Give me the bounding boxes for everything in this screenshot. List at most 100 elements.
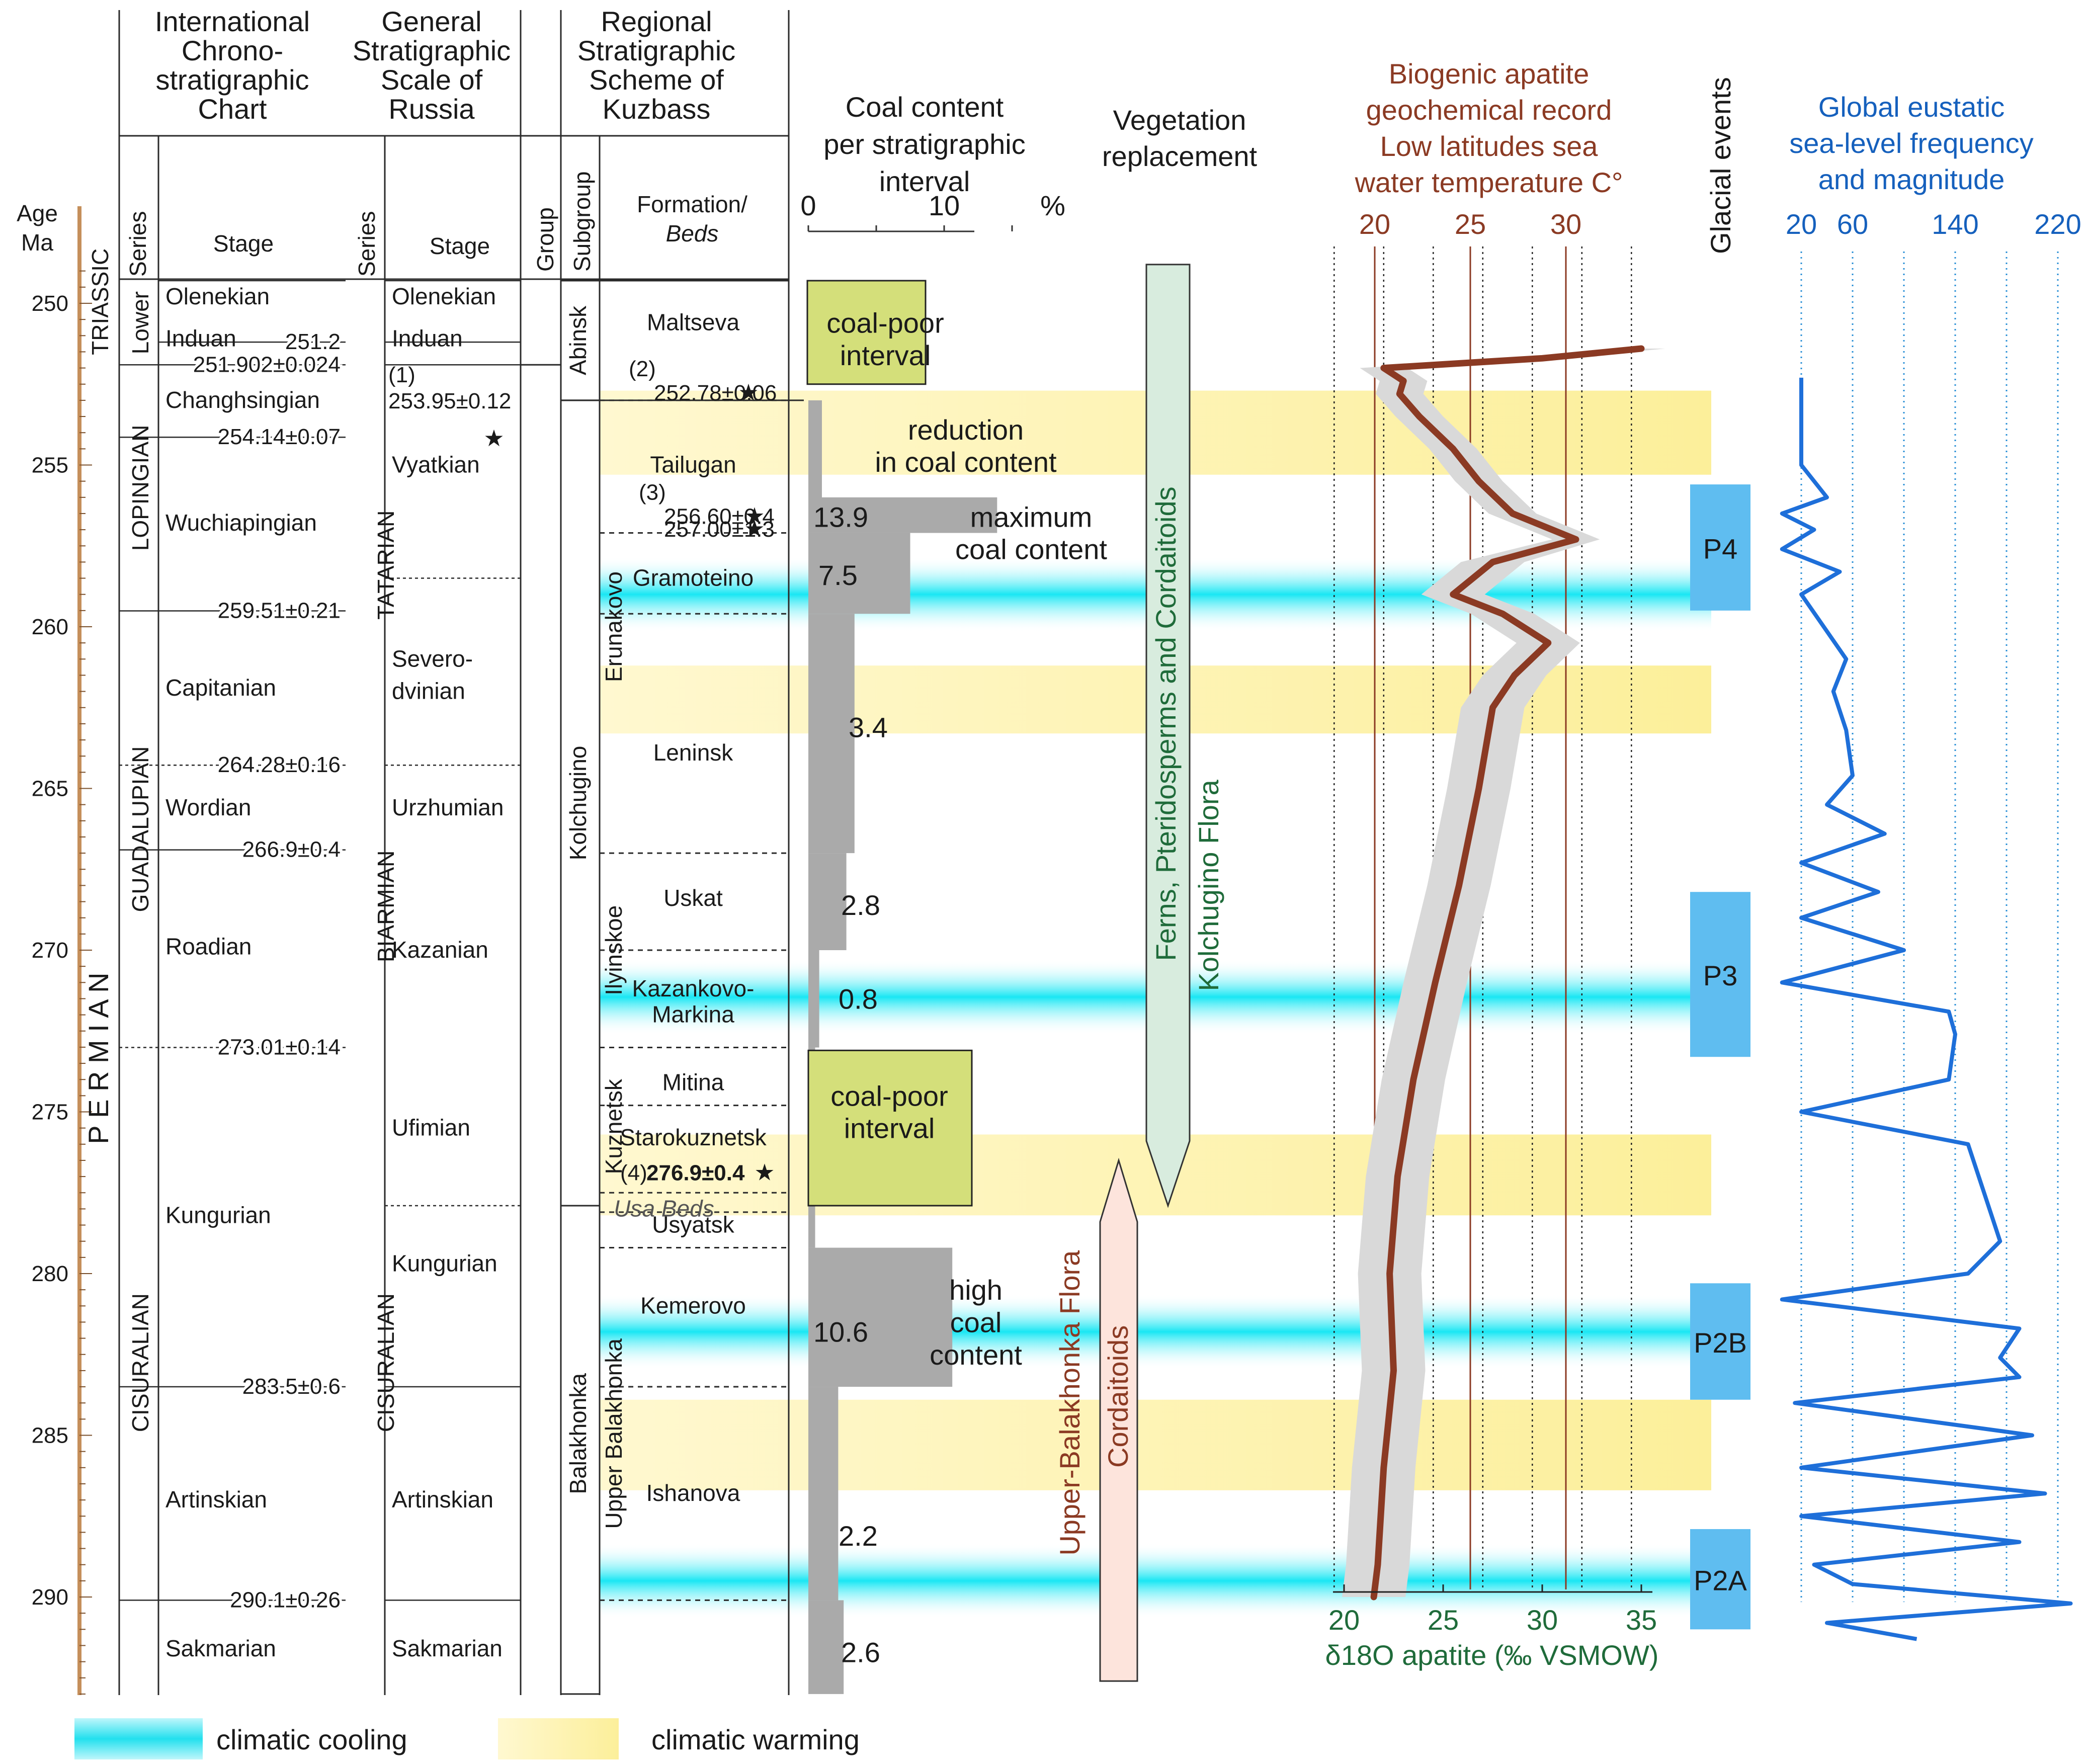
formation-name: Starokuznetsk: [620, 1124, 767, 1150]
d18o-axis-tick-label: 20: [1328, 1604, 1360, 1636]
age-tick-label: 280: [32, 1262, 68, 1286]
coal-bar-label: 2.2: [839, 1520, 878, 1552]
warming-band: [600, 1399, 1711, 1490]
gss-stage-name: Olenekian: [392, 283, 496, 309]
gss-stage-name: Severo-: [392, 645, 473, 671]
subgroup-name: Kuznetsk: [601, 1078, 627, 1174]
gss-series-name: CISURALIAN: [373, 1293, 399, 1432]
age-label: Age: [17, 200, 58, 226]
formation-name: Markina: [652, 1001, 734, 1028]
ics-stage-name: Wuchiapingian: [165, 510, 317, 536]
formation-name: Uskat: [663, 885, 723, 911]
d18o-axis-tick-label: 30: [1527, 1604, 1558, 1636]
coal-axis-tick-label: 10: [929, 190, 960, 221]
formation-name: Leninsk: [653, 739, 734, 766]
group-label: Group: [532, 207, 558, 272]
ics-stage-name: Sakmarian: [165, 1635, 276, 1661]
date-label: 256.60±0.4: [664, 504, 775, 529]
subgroup-label: Subgroup: [569, 172, 595, 272]
dynamic-labels: 250 255 260 265 270 275 280 285 290 TRIASSIC P E R…: [32, 248, 777, 1661]
coal-bar-label: 0.8: [839, 983, 878, 1015]
temp-tick-label: 20: [1359, 208, 1390, 240]
formation-name: Kemerovo: [640, 1292, 746, 1318]
coal-axis-tick-label: 0: [800, 190, 816, 221]
veg-upper-label-1: Ferns, Pteridosperms and Cordaitoids: [1150, 486, 1182, 961]
system-triassic: TRIASSIC: [87, 248, 113, 355]
glacial-box: [1690, 1283, 1750, 1400]
ics-stage-name: Kungurian: [165, 1202, 271, 1228]
age-tick-label: 290: [32, 1585, 68, 1610]
coal-note: in coal content: [875, 446, 1057, 478]
coal-poor-box: [807, 1049, 973, 1207]
formation-name: Tailugan: [650, 452, 736, 478]
date-star-icon: ★: [744, 502, 765, 529]
gss-series-label: Series: [354, 211, 380, 277]
date-star-icon: ★: [483, 425, 504, 451]
glacial-label: P2A: [1694, 1565, 1747, 1597]
glacial-label: P4: [1703, 533, 1738, 564]
coal-note: high: [949, 1274, 1003, 1306]
group-name: Balakhonka: [565, 1373, 591, 1494]
veg-lower-label-1: Upper-Balakhonka Flora: [1054, 1250, 1086, 1556]
coal-bar: [808, 1600, 844, 1694]
coal-bar: [808, 1247, 953, 1387]
date-ref: (2): [629, 357, 656, 381]
ics-series-label: Series: [125, 211, 151, 277]
subgroup-name: Ilyinskoe: [601, 905, 627, 995]
age-tick-label: 255: [32, 453, 68, 478]
date-star-icon: ★: [754, 1159, 775, 1186]
d18o-axis-tick-label: 25: [1428, 1604, 1459, 1636]
ics-series-name: Lower: [127, 291, 153, 354]
headers: International Chrono-stratigraphic Chart G…: [17, 6, 2034, 277]
ics-stage-name: Wordian: [165, 794, 251, 820]
veg-lower-label-2: Cordaitoids: [1102, 1325, 1134, 1468]
coal-note: maximum: [970, 501, 1093, 533]
ics-stage-name: Changhsingian: [165, 387, 320, 413]
gss-header: General Stratigraphic Scale of Russia: [353, 6, 511, 125]
coal-note: coal: [950, 1306, 1002, 1338]
coal-header: Coal content per stratigraphic interval: [823, 91, 1026, 197]
ics-boundary-label: 273.01±0.14: [218, 1035, 341, 1060]
coal-poor-box: [806, 280, 927, 385]
coal-note: reduction: [908, 414, 1024, 446]
gss-series-name: TATARIAN: [373, 511, 399, 620]
ics-stage-name: Induan: [165, 325, 236, 352]
coal-bar: [808, 853, 847, 950]
date-label: 252.78±0.06: [654, 381, 777, 405]
beds-label: Beds: [666, 220, 719, 246]
rss-header: Regional Stratigraphic Scheme of Kuzbass: [577, 6, 735, 125]
coal-note: interval: [844, 1113, 935, 1144]
gss-stage-name: dvinian: [392, 678, 465, 704]
ma-label: Ma: [21, 229, 53, 256]
gss-stage-name: Vyatkian: [392, 452, 480, 478]
group-name: Abinsk: [565, 305, 591, 375]
vegetation-arrows: Ferns, Pteridosperms and Cordaitoids Kolc…: [1054, 264, 1224, 1682]
chart-layer: 0 10 %13.97.53.42.80.810.62.22.6coal-poori…: [800, 190, 2081, 1694]
coal-note: coal-poor: [830, 1080, 948, 1112]
subgroup-name: Upper Balakhonka: [601, 1338, 627, 1529]
gss-stage-name: Ufimian: [392, 1115, 470, 1141]
ics-boundary-label: 283.5±0.6: [242, 1374, 341, 1399]
group-name: Kolchugino: [565, 746, 591, 861]
date-label: 253.95±0.12: [388, 389, 511, 413]
d18o-curve: [1370, 345, 1645, 1601]
coal-note: interval: [840, 340, 931, 371]
ics-boundary-label: 251.2: [285, 329, 341, 354]
subgroup-name: Erunakovo: [601, 571, 627, 682]
formation-name: Mitina: [662, 1069, 724, 1096]
age-tick-label: 270: [32, 938, 68, 963]
coal-bar: [808, 950, 819, 1048]
ics-boundary-label: 290.1±0.26: [230, 1587, 341, 1612]
date-ref: (4): [620, 1161, 647, 1186]
ics-header: International Chrono-stratigraphic Chart: [155, 6, 310, 125]
legend: climatic cooling climatic warming: [74, 1718, 860, 1759]
bio-header: Biogenic apatite geochemical record Low la…: [1355, 58, 1623, 198]
coal-bar-label: 13.9: [813, 501, 868, 533]
d18o-axis-title: δ18O apatite (‰ VSMOW): [1325, 1639, 1659, 1671]
age-tick-label: 285: [32, 1423, 68, 1448]
coal-bar: [808, 497, 997, 533]
glacial-label: P2B: [1694, 1327, 1747, 1359]
age-tick-label: 275: [32, 1100, 68, 1125]
coal-bar-label: 3.4: [849, 711, 888, 743]
ics-stage-label: Stage: [213, 230, 274, 257]
